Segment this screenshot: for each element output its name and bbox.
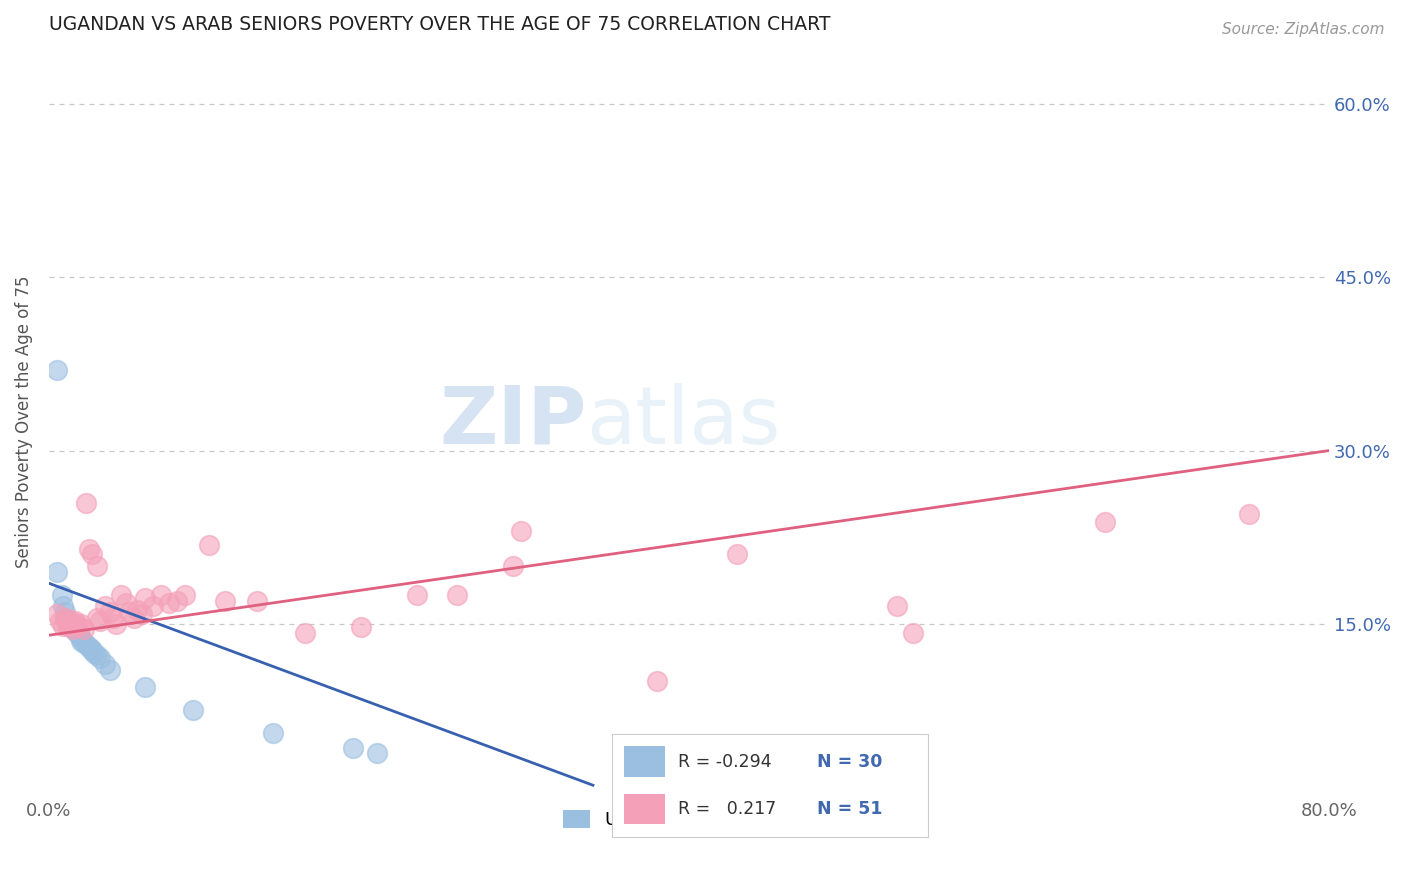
Point bbox=[142, 599, 165, 614]
Point bbox=[65, 616, 87, 631]
Point bbox=[52, 619, 75, 633]
Point bbox=[46, 363, 69, 377]
Point bbox=[52, 599, 75, 614]
Point bbox=[98, 663, 121, 677]
Point bbox=[110, 588, 132, 602]
Point bbox=[174, 588, 197, 602]
Point bbox=[1094, 515, 1116, 529]
Point bbox=[66, 626, 89, 640]
Point bbox=[82, 643, 104, 657]
FancyBboxPatch shape bbox=[624, 747, 665, 777]
Point bbox=[60, 619, 83, 633]
Text: N = 51: N = 51 bbox=[817, 800, 883, 818]
Point bbox=[55, 616, 77, 631]
Point bbox=[46, 565, 69, 579]
Point bbox=[53, 611, 76, 625]
Point bbox=[118, 605, 141, 619]
Point bbox=[645, 674, 668, 689]
Point bbox=[134, 591, 156, 606]
Point bbox=[342, 741, 364, 756]
Point bbox=[901, 626, 924, 640]
Point bbox=[53, 611, 76, 625]
Point bbox=[77, 541, 100, 556]
Point bbox=[406, 588, 429, 602]
Point bbox=[70, 631, 93, 645]
Point bbox=[75, 495, 97, 509]
Y-axis label: Seniors Poverty Over the Age of 75: Seniors Poverty Over the Age of 75 bbox=[15, 276, 32, 568]
Point bbox=[114, 596, 136, 610]
Point bbox=[262, 726, 284, 740]
Point bbox=[350, 620, 373, 634]
Point bbox=[63, 615, 86, 629]
Point bbox=[198, 538, 221, 552]
Point bbox=[446, 588, 468, 602]
Point bbox=[73, 623, 96, 637]
Point bbox=[86, 611, 108, 625]
Point bbox=[53, 605, 76, 619]
Point bbox=[73, 636, 96, 650]
Point bbox=[86, 559, 108, 574]
Point bbox=[366, 746, 388, 760]
Point bbox=[59, 616, 82, 631]
Point bbox=[122, 611, 145, 625]
Point bbox=[83, 646, 105, 660]
Point bbox=[75, 637, 97, 651]
Point bbox=[77, 640, 100, 654]
Text: R =   0.217: R = 0.217 bbox=[678, 800, 776, 818]
Point bbox=[82, 548, 104, 562]
Point bbox=[105, 616, 128, 631]
Point bbox=[89, 615, 111, 629]
Point bbox=[79, 642, 101, 657]
Point bbox=[62, 619, 84, 633]
Point bbox=[86, 648, 108, 662]
Point bbox=[510, 524, 533, 539]
Point bbox=[56, 616, 79, 631]
Point bbox=[70, 616, 93, 631]
Point bbox=[49, 615, 72, 629]
Text: UGANDAN VS ARAB SENIORS POVERTY OVER THE AGE OF 75 CORRELATION CHART: UGANDAN VS ARAB SENIORS POVERTY OVER THE… bbox=[49, 15, 831, 34]
Text: ZIP: ZIP bbox=[439, 383, 586, 461]
Point bbox=[134, 680, 156, 694]
Point bbox=[66, 619, 89, 633]
Point bbox=[214, 593, 236, 607]
Point bbox=[246, 593, 269, 607]
Point bbox=[725, 548, 748, 562]
Point bbox=[1237, 507, 1260, 521]
Text: N = 30: N = 30 bbox=[817, 753, 883, 771]
Point bbox=[62, 623, 84, 637]
Point bbox=[59, 613, 82, 627]
Point bbox=[502, 559, 524, 574]
FancyBboxPatch shape bbox=[624, 794, 665, 824]
Point bbox=[94, 657, 117, 671]
Text: Source: ZipAtlas.com: Source: ZipAtlas.com bbox=[1222, 22, 1385, 37]
Point bbox=[131, 607, 153, 622]
Point bbox=[294, 626, 316, 640]
Point bbox=[181, 703, 204, 717]
Point bbox=[56, 619, 79, 633]
Point bbox=[46, 607, 69, 622]
Text: R = -0.294: R = -0.294 bbox=[678, 753, 772, 771]
Point bbox=[166, 593, 188, 607]
Point bbox=[63, 623, 86, 637]
Point bbox=[98, 605, 121, 619]
Point bbox=[89, 651, 111, 665]
Point bbox=[70, 634, 93, 648]
Point bbox=[149, 588, 172, 602]
Point bbox=[157, 596, 180, 610]
Point bbox=[65, 624, 87, 639]
Point bbox=[94, 599, 117, 614]
Point bbox=[67, 628, 90, 642]
Text: atlas: atlas bbox=[586, 383, 780, 461]
Point bbox=[125, 603, 148, 617]
Legend: Ugandans, Arabs: Ugandans, Arabs bbox=[555, 803, 823, 837]
Point bbox=[886, 599, 908, 614]
Point bbox=[51, 588, 73, 602]
Point bbox=[101, 611, 124, 625]
